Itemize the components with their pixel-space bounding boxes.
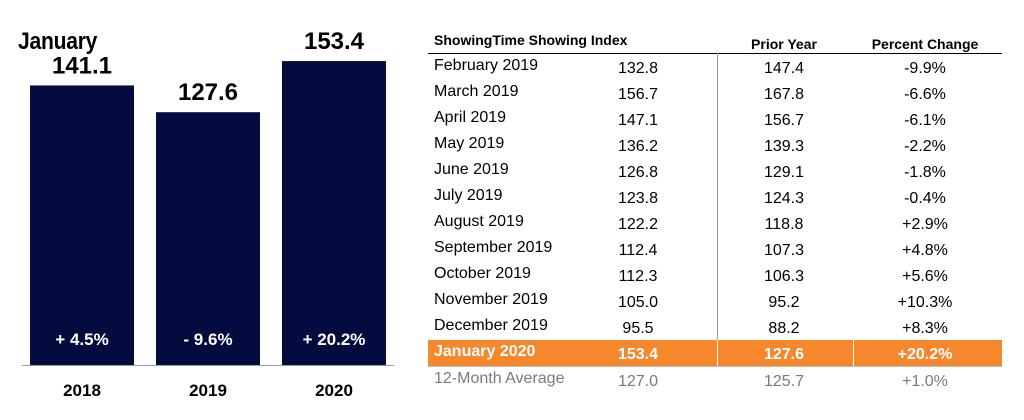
row-label: January 2020 bbox=[434, 343, 536, 360]
category-label-2019: 2019 bbox=[189, 381, 227, 400]
header-showing-index: ShowingTime Showing Index bbox=[434, 32, 628, 48]
table-row: August 2019 122.2 118.8 +2.9% bbox=[434, 213, 948, 233]
row-label: February 2019 bbox=[434, 57, 539, 74]
table-row: April 2019 147.1 156.7 -6.1% bbox=[434, 109, 946, 129]
highlight-row: January 2020 153.4 127.6 +20.2% bbox=[428, 340, 1002, 366]
chart-title: January bbox=[18, 28, 98, 55]
average-row: 12-Month Average 127.0 125.7 +1.0% bbox=[428, 366, 1002, 393]
table-row: February 2019 132.8 147.4 -9.9% bbox=[434, 57, 946, 77]
row-label: October 2019 bbox=[434, 265, 531, 282]
january-bar-chart: 141.1 + 4.5% 2018 127.6 - 9.6% 2019 153.4 + 20.… bbox=[22, 28, 394, 400]
row-label: April 2019 bbox=[434, 109, 507, 126]
change-label-2019: - 9.6% bbox=[183, 330, 232, 349]
table-row: March 2019 156.7 167.8 -6.6% bbox=[434, 83, 946, 103]
table-body: February 2019 132.8 147.4 -9.9% March 2019 15… bbox=[428, 54, 1002, 393]
row-label: 12-Month Average bbox=[434, 370, 565, 387]
row-label: June 2019 bbox=[434, 161, 509, 178]
row-label: November 2019 bbox=[434, 291, 548, 308]
category-label-2020: 2020 bbox=[315, 381, 353, 400]
category-label-2018: 2018 bbox=[63, 381, 101, 400]
row-label: September 2019 bbox=[434, 239, 553, 256]
table-row: October 2019 112.3 106.3 +5.6% bbox=[434, 265, 948, 285]
row-label: March 2019 bbox=[434, 83, 519, 100]
row-label: December 2019 bbox=[434, 317, 548, 334]
table-row: July 2019 123.8 124.3 -0.4% bbox=[434, 187, 946, 207]
table-row: November 2019 105.0 95.2 +10.3% bbox=[434, 291, 953, 311]
bar-2019 bbox=[156, 112, 260, 365]
highlight-cell-divider bbox=[717, 340, 718, 366]
row-label: May 2019 bbox=[434, 135, 505, 152]
table-row: June 2019 126.8 129.1 -1.8% bbox=[434, 161, 946, 181]
row-label: August 2019 bbox=[434, 213, 524, 230]
value-label-2020: 153.4 bbox=[304, 28, 365, 55]
table-header: ShowingTime Showing Index Prior Year Per… bbox=[428, 28, 1002, 54]
change-label-2020: + 20.2% bbox=[303, 330, 366, 349]
value-label-2019: 127.6 bbox=[178, 79, 238, 106]
showing-index-table: ShowingTime Showing Index Prior Year Per… bbox=[428, 28, 1002, 393]
change-label-2018: + 4.5% bbox=[55, 330, 108, 349]
table-row: May 2019 136.2 139.3 -2.2% bbox=[434, 135, 946, 155]
value-label-2018: 141.1 bbox=[52, 52, 112, 79]
column-divider bbox=[717, 53, 718, 340]
bar-2018 bbox=[30, 85, 134, 366]
table-row: September 2019 112.4 107.3 +4.8% bbox=[434, 239, 948, 259]
table-row: December 2019 95.5 88.2 +8.3% bbox=[434, 317, 948, 337]
highlight-cell-divider bbox=[853, 340, 854, 366]
bar-2020 bbox=[282, 61, 386, 366]
row-label: July 2019 bbox=[434, 187, 503, 204]
